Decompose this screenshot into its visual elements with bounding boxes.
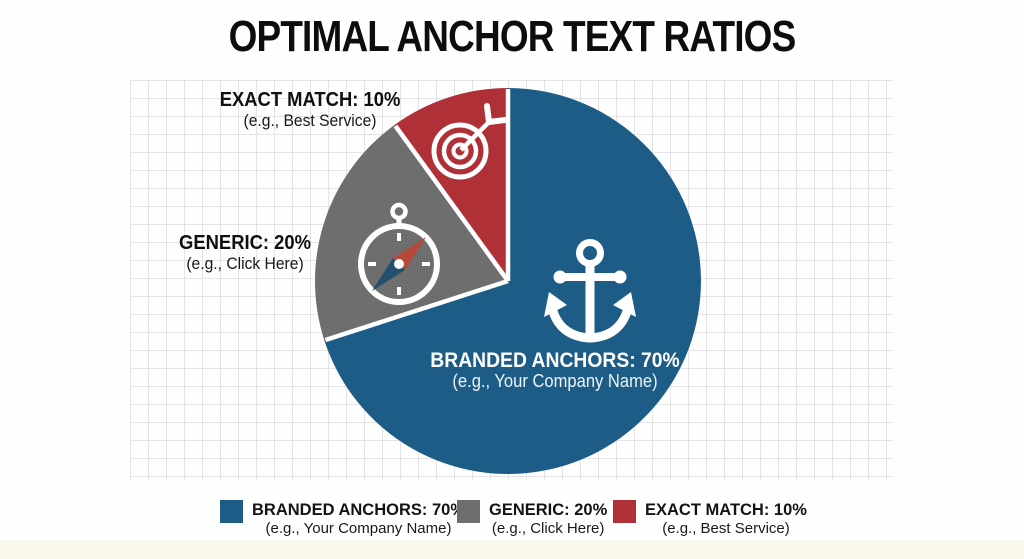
pie-slice-generic — [314, 124, 508, 341]
label-exact-match-title: EXACT MATCH: 10% — [219, 89, 401, 111]
legend-item-exact-match: EXACT MATCH: 10% (e.g., Best Service) — [613, 500, 807, 537]
legend-branded-sublabel: (e.g., Your Company Name) — [265, 520, 452, 537]
compass-icon — [358, 202, 440, 305]
slice-dividers — [324, 89, 511, 343]
legend-swatch-branded-icon — [220, 500, 243, 523]
legend-swatch-generic-icon — [457, 500, 480, 523]
label-generic-sub: (e.g., Click Here) — [186, 254, 304, 273]
legend-exact-match-sublabel: (e.g., Best Service) — [662, 520, 790, 537]
legend-generic-label: GENERIC: 20% — [489, 501, 608, 519]
label-branded-anchors-sub: (e.g., Your Company Name) — [452, 371, 658, 391]
label-generic: GENERIC: 20% (e.g., Click Here) — [107, 232, 383, 273]
label-branded-anchors: BRANDED ANCHORS: 70% (e.g., Your Company… — [417, 350, 693, 391]
page-title: OPTIMAL ANCHOR TEXT RATIOS — [228, 12, 797, 61]
legend-generic-sublabel: (e.g., Click Here) — [491, 520, 605, 537]
label-exact-match-sub: (e.g., Best Service) — [243, 111, 377, 130]
anchor-icon — [544, 239, 636, 343]
legend-branded-label: BRANDED ANCHORS: 70% — [252, 501, 465, 519]
legend-item-branded-anchors: BRANDED ANCHORS: 70% (e.g., Your Company… — [220, 500, 465, 537]
label-branded-anchors-title: BRANDED ANCHORS: 70% — [430, 349, 680, 372]
target-dart-icon — [431, 103, 508, 180]
legend-exact-match-label: EXACT MATCH: 10% — [645, 501, 807, 519]
label-generic-title: GENERIC: 20% — [179, 232, 311, 254]
pie-slice-branded-anchors — [324, 88, 701, 474]
legend-swatch-exact-match-icon — [613, 500, 636, 523]
bottom-cream-strip — [0, 540, 1024, 559]
label-exact-match: EXACT MATCH: 10% (e.g., Best Service) — [172, 89, 448, 130]
legend-item-generic: GENERIC: 20% (e.g., Click Here) — [457, 500, 607, 537]
